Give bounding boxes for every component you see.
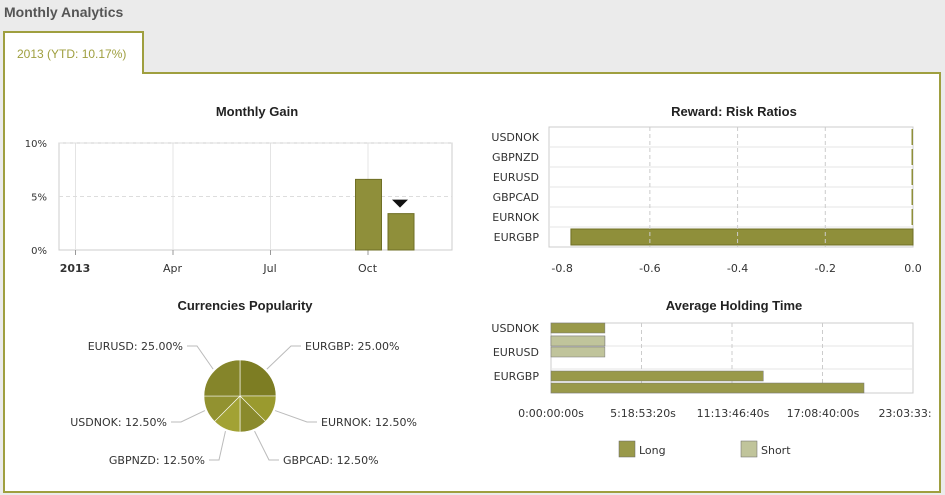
reward-risk-category-label: GBPCAD xyxy=(493,191,539,204)
reward-risk-bar xyxy=(911,149,913,165)
reward-risk-chart: USDNOK GBPNZD EURUSD GBPCAD EURNOK EURGBP -0.8… xyxy=(491,126,922,275)
legend-short-label: Short xyxy=(761,444,791,457)
reward-risk-title: Reward: Risk Ratios xyxy=(671,104,797,119)
pie-slice-label: EURGBP: 25.00% xyxy=(305,340,400,353)
reward-risk-category-label: EURGBP xyxy=(494,231,540,244)
pie-slice-label: GBPNZD: 12.50% xyxy=(109,454,205,467)
holding-time-short-bar xyxy=(550,335,606,347)
monthly-gain-x-tick: Oct xyxy=(358,262,378,275)
holding-time-category-label: EURGBP xyxy=(494,370,540,383)
pie-connector xyxy=(254,430,279,461)
pie-slice-label: EURNOK: 12.50% xyxy=(321,416,417,429)
holding-time-title: Average Holding Time xyxy=(666,298,803,313)
monthly-gain-chart: 2013 Apr Jul Oct 0% 5% 10% xyxy=(25,139,453,275)
tab-2013[interactable]: 2013 (YTD: 10.17%) xyxy=(3,31,144,74)
holding-time-x-tick: 11:13:46:40s xyxy=(697,407,770,420)
pie-slice-label: USDNOK: 12.50% xyxy=(70,416,167,429)
reward-risk-x-tick: -0.6 xyxy=(639,262,660,275)
pie-connector xyxy=(209,430,226,461)
currencies-popularity-chart: EURGBP: 25.00% EURNOK: 12.50% GBPCAD: 12.5… xyxy=(70,340,417,467)
monthly-gain-x-tick: 2013 xyxy=(60,262,91,275)
pie-connector xyxy=(266,345,301,370)
reward-risk-bar xyxy=(911,169,913,185)
holding-time-x-tick: 17:08:40:00s xyxy=(787,407,860,420)
holding-time-short-bar xyxy=(550,382,865,394)
monthly-gain-y-tick: 5% xyxy=(31,193,47,204)
reward-risk-bar xyxy=(570,228,914,246)
holding-time-x-tick: 23:03:33: xyxy=(878,407,931,420)
reward-risk-category-label: EURNOK xyxy=(492,211,540,224)
monthly-gain-x-tick: Jul xyxy=(262,262,276,275)
currencies-popularity-title: Currencies Popularity xyxy=(177,298,313,313)
reward-risk-category-label: EURUSD xyxy=(493,171,539,184)
reward-risk-bar xyxy=(911,209,913,225)
pie-slice xyxy=(203,359,241,397)
holding-time-x-tick: 0:00:00:00s xyxy=(518,407,584,420)
holding-time-long-bar xyxy=(550,370,764,382)
holding-time-x-tick: 5:18:53:20s xyxy=(610,407,676,420)
holding-time-chart: USDNOK EURUSD EURGBP 0:00:00:00s 5:18:53:20s… xyxy=(491,322,931,420)
holding-time-short-bar xyxy=(550,346,606,358)
pie-slice xyxy=(239,359,277,397)
holding-time-category-label: USDNOK xyxy=(491,322,539,335)
monthly-gain-y-tick: 10% xyxy=(25,139,47,150)
current-month-marker-icon xyxy=(392,199,408,208)
pie-slice-label: GBPCAD: 12.50% xyxy=(283,454,379,467)
pie-connector xyxy=(187,345,214,370)
monthly-gain-x-tick: Apr xyxy=(163,262,183,275)
monthly-gain-bar-nov xyxy=(387,213,415,251)
holding-time-long-bar xyxy=(550,322,606,334)
page-title: Monthly Analytics xyxy=(4,4,124,20)
monthly-gain-bar-oct xyxy=(355,178,382,251)
pie-connector xyxy=(171,410,206,423)
holding-time-category-label: EURUSD xyxy=(493,346,539,359)
legend-long-label: Long xyxy=(639,444,666,457)
pie-connector xyxy=(274,410,317,423)
reward-risk-bar xyxy=(911,129,913,145)
reward-risk-x-tick: 0.0 xyxy=(904,262,922,275)
legend-short-swatch xyxy=(740,440,758,458)
reward-risk-x-tick: -0.2 xyxy=(815,262,836,275)
legend-long-swatch xyxy=(618,440,636,458)
pie-slice-label: EURUSD: 25.00% xyxy=(88,340,183,353)
reward-risk-bar xyxy=(911,189,913,205)
tab-label: 2013 (YTD: 10.17%) xyxy=(17,47,127,61)
reward-risk-x-tick: -0.8 xyxy=(551,262,572,275)
reward-risk-x-tick: -0.4 xyxy=(727,262,748,275)
reward-risk-category-label: USDNOK xyxy=(491,131,539,144)
reward-risk-category-label: GBPNZD xyxy=(492,151,539,164)
monthly-gain-y-tick: 0% xyxy=(31,246,47,257)
monthly-gain-title: Monthly Gain xyxy=(216,104,298,119)
